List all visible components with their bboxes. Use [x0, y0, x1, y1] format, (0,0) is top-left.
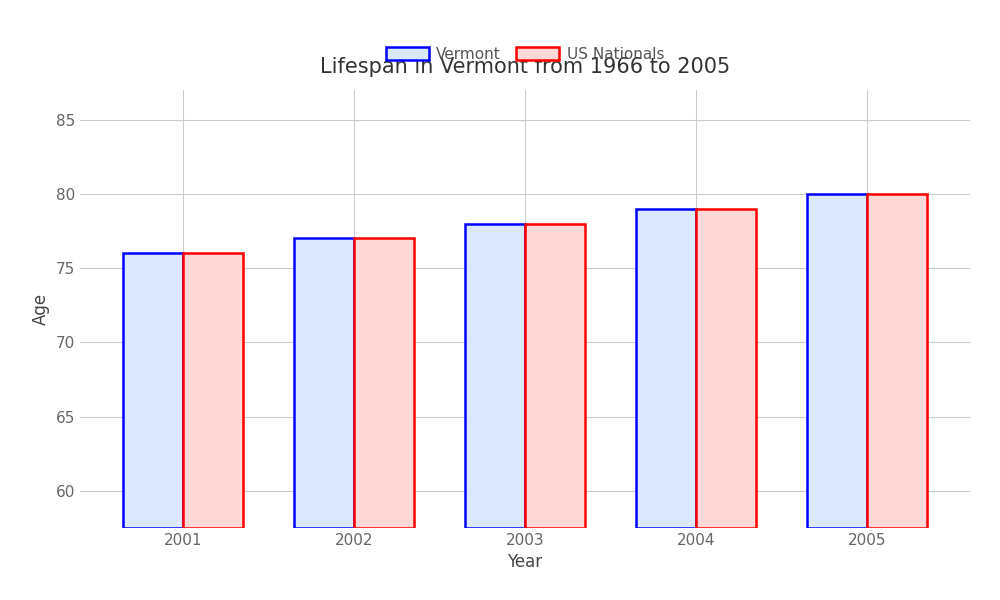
Bar	[807, 194, 867, 528]
Bar	[636, 209, 696, 528]
X-axis label: Year: Year	[507, 553, 543, 571]
Bar	[696, 209, 756, 528]
Bar	[465, 224, 525, 528]
Title: Lifespan in Vermont from 1966 to 2005: Lifespan in Vermont from 1966 to 2005	[320, 58, 730, 77]
Y-axis label: Age: Age	[32, 293, 50, 325]
Bar	[525, 224, 585, 528]
Legend: Vermont, US Nationals: Vermont, US Nationals	[380, 41, 670, 68]
Bar	[354, 238, 414, 528]
Bar	[123, 253, 183, 528]
Bar	[183, 253, 243, 528]
Bar	[294, 238, 354, 528]
Bar	[867, 194, 927, 528]
